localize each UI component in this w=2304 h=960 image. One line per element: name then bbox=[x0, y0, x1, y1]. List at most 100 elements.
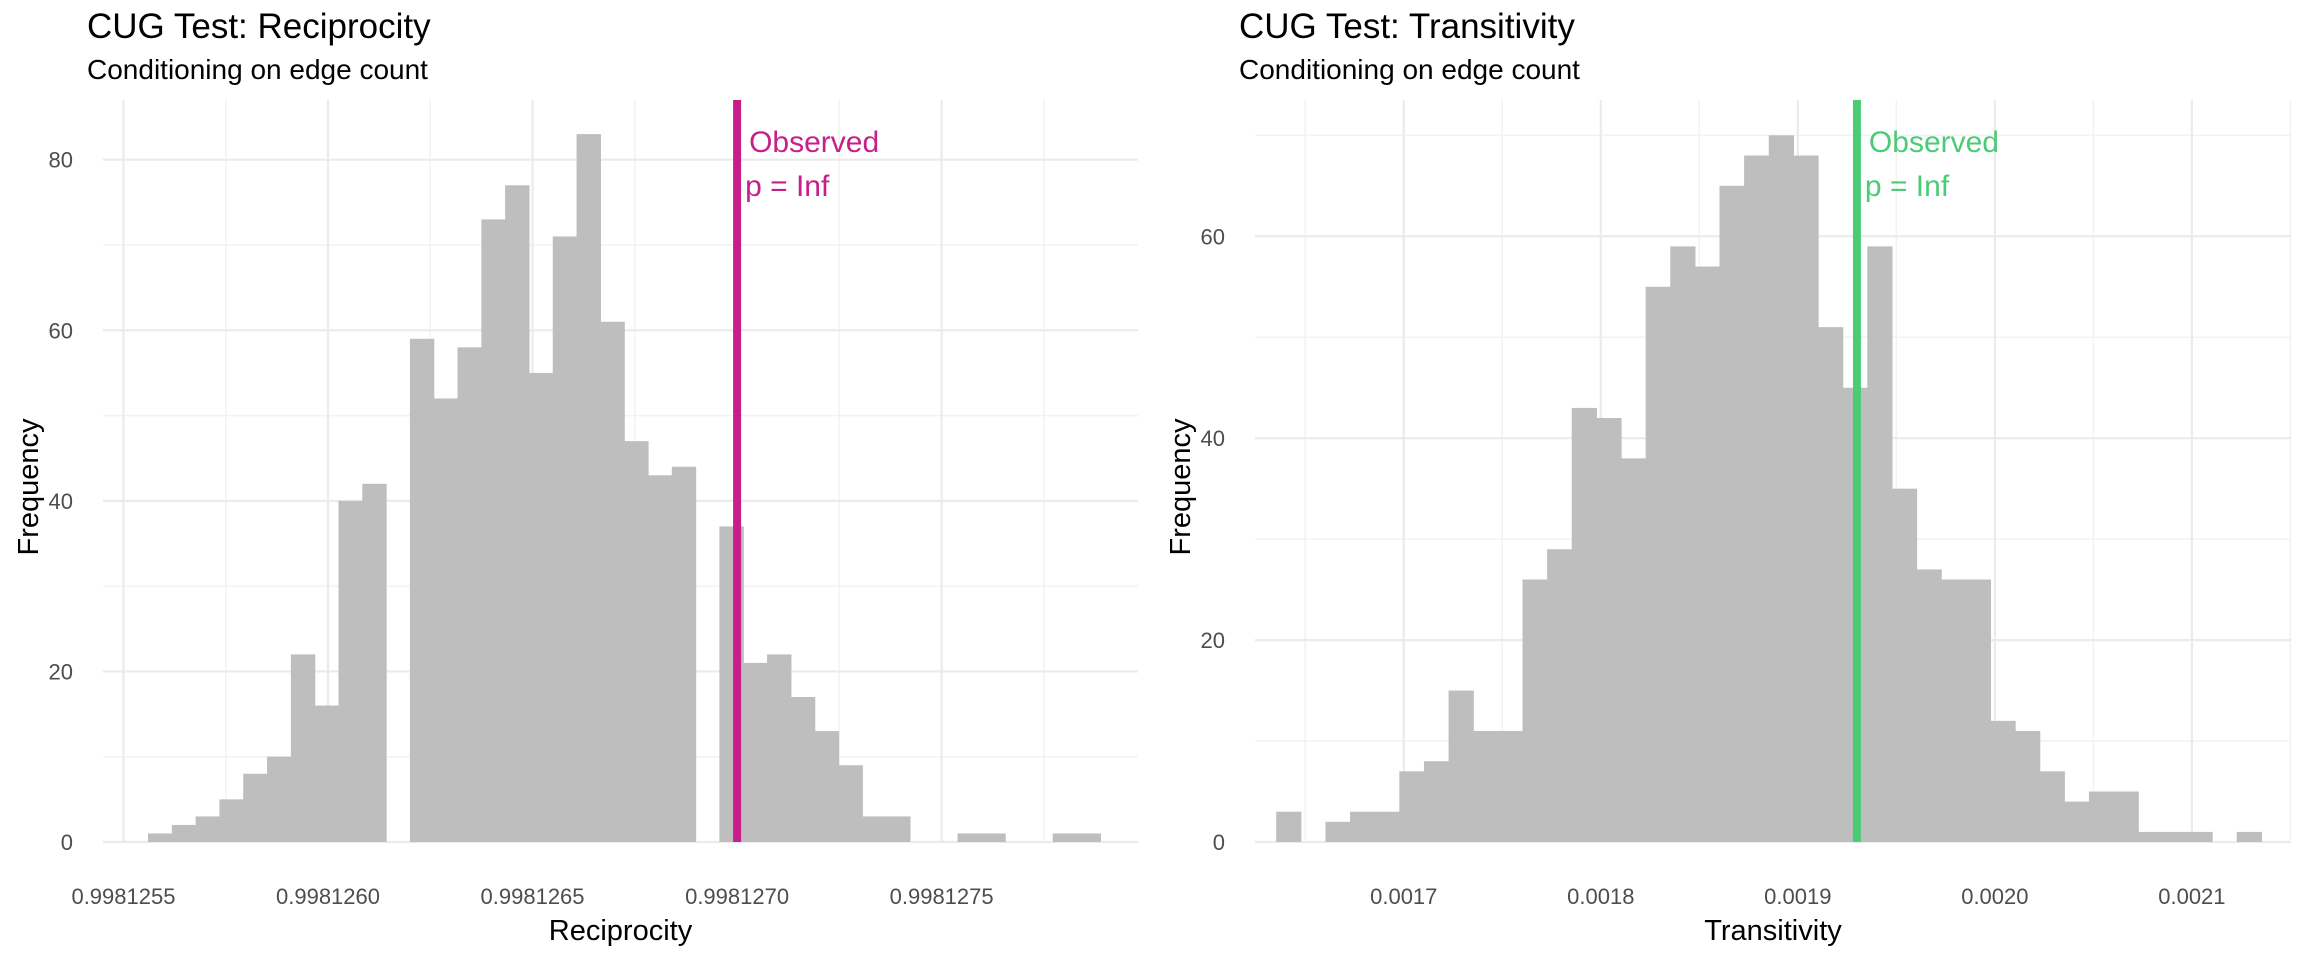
histogram-bar bbox=[457, 347, 482, 842]
histogram-bars bbox=[1276, 135, 2262, 843]
p-value-label: p = Inf bbox=[1865, 170, 1950, 203]
x-tick-label: 0.0017 bbox=[1370, 884, 1437, 909]
histogram-bar bbox=[314, 705, 340, 842]
histogram-bar bbox=[1941, 579, 1967, 842]
y-tick-label: 60 bbox=[49, 318, 73, 343]
panel-subtitle: Conditioning on edge count bbox=[87, 54, 428, 85]
histogram-bar bbox=[362, 483, 387, 842]
histogram-bar bbox=[2162, 831, 2189, 842]
histogram-bar bbox=[1965, 579, 1992, 842]
histogram-bar bbox=[1768, 135, 1794, 843]
histogram-bar bbox=[433, 398, 459, 842]
histogram-bar bbox=[1350, 811, 1376, 842]
histogram-bar bbox=[1076, 833, 1101, 842]
histogram-bar bbox=[1867, 246, 1893, 842]
x-tick-label: 0.9981270 bbox=[685, 884, 789, 909]
x-tick-label: 0.9981275 bbox=[890, 884, 994, 909]
histogram-bar bbox=[267, 756, 292, 842]
y-tick-label: 40 bbox=[1201, 426, 1225, 451]
x-axis-title: Reciprocity bbox=[549, 915, 693, 947]
histogram-bar bbox=[552, 236, 578, 842]
histogram-bar bbox=[290, 654, 316, 842]
panel-transitivity: CUG Test: Transitivity Conditioning on e… bbox=[1165, 7, 2292, 947]
histogram-bar bbox=[2039, 771, 2065, 842]
histogram-bar bbox=[1719, 185, 1745, 843]
panel-title: CUG Test: Transitivity bbox=[1239, 7, 1575, 46]
histogram-bar bbox=[1547, 549, 1573, 842]
histogram-bar bbox=[981, 833, 1006, 842]
x-tick-labels: 0.0017 0.0018 0.0019 0.0020 0.0021 bbox=[1370, 884, 2225, 909]
x-tick-label: 0.0021 bbox=[2158, 884, 2225, 909]
observed-label: Observed bbox=[1869, 126, 1999, 159]
histogram-bar bbox=[2187, 831, 2213, 842]
histogram-bar bbox=[1522, 579, 1548, 842]
histogram-bar bbox=[1052, 833, 1078, 842]
histogram-bar bbox=[838, 765, 863, 842]
histogram-bar bbox=[2113, 791, 2139, 842]
x-tick-label: 0.9981255 bbox=[71, 884, 175, 909]
y-tick-label: 20 bbox=[1201, 628, 1225, 653]
histogram-bar bbox=[1744, 155, 1770, 842]
y-tick-label: 40 bbox=[49, 489, 73, 514]
y-tick-label: 60 bbox=[1201, 224, 1225, 249]
histogram-bar bbox=[767, 654, 792, 842]
histogram-bar bbox=[1916, 569, 1942, 842]
y-tick-labels: 0 20 40 60 80 bbox=[49, 148, 73, 855]
observed-label: Observed bbox=[749, 126, 879, 159]
histogram-bar bbox=[481, 219, 506, 843]
x-tick-labels: 0.9981255 0.9981260 0.9981265 0.9981270 0.99… bbox=[71, 884, 993, 909]
histogram-bars bbox=[148, 134, 1101, 843]
y-axis-title: Frequency bbox=[1165, 418, 1197, 556]
histogram-bar bbox=[171, 824, 197, 842]
histogram-bar bbox=[219, 799, 244, 842]
histogram-bar bbox=[338, 500, 363, 842]
x-axis-title: Transitivity bbox=[1704, 915, 1842, 947]
histogram-bar bbox=[195, 816, 221, 842]
histogram-bar bbox=[1571, 407, 1597, 842]
histogram-bar bbox=[2138, 831, 2164, 842]
y-tick-label: 20 bbox=[49, 659, 73, 684]
histogram-bar bbox=[1620, 458, 1647, 842]
histogram-bar bbox=[2064, 801, 2090, 842]
histogram-bar bbox=[1448, 690, 1474, 842]
histogram-bar bbox=[600, 321, 625, 842]
histogram-bar bbox=[528, 372, 554, 842]
y-tick-labels: 0 20 40 60 bbox=[1201, 224, 1225, 855]
histogram-bar bbox=[1423, 761, 1450, 842]
histogram-bar bbox=[1793, 155, 1819, 842]
histogram-bar bbox=[2088, 791, 2115, 842]
histogram-bar bbox=[624, 441, 649, 842]
histogram-bar bbox=[1596, 418, 1622, 842]
histogram-bar bbox=[505, 185, 530, 842]
panel-reciprocity: CUG Test: Reciprocity Conditioning on ed… bbox=[13, 7, 1138, 947]
histogram-bar bbox=[886, 816, 911, 842]
x-tick-label: 0.0018 bbox=[1567, 884, 1634, 909]
histogram-bar bbox=[671, 466, 697, 842]
histogram-bar bbox=[1473, 730, 1499, 842]
panel-subtitle: Conditioning on edge count bbox=[1239, 54, 1580, 85]
histogram-bar bbox=[1276, 811, 1302, 842]
histogram-bar bbox=[409, 338, 435, 842]
histogram-bar bbox=[1645, 286, 1671, 842]
histogram-bar bbox=[1670, 246, 1696, 842]
histogram-bar bbox=[1497, 730, 1524, 842]
histogram-bar bbox=[2015, 730, 2041, 842]
y-tick-label: 80 bbox=[49, 148, 73, 173]
panel-title: CUG Test: Reciprocity bbox=[87, 7, 431, 46]
histogram-bar bbox=[243, 773, 268, 842]
x-tick-label: 0.0020 bbox=[1961, 884, 2028, 909]
histogram-bar bbox=[1990, 720, 2016, 842]
histogram-bar bbox=[1374, 811, 1400, 842]
histogram-bar bbox=[862, 816, 887, 842]
y-axis-title: Frequency bbox=[13, 418, 45, 556]
x-tick-label: 0.9981265 bbox=[481, 884, 585, 909]
histogram-bar bbox=[790, 697, 816, 842]
histogram-bar bbox=[1694, 266, 1721, 843]
histogram-bar bbox=[957, 833, 982, 842]
x-tick-label: 0.0019 bbox=[1764, 884, 1831, 909]
histogram-bar bbox=[743, 662, 768, 842]
p-value-label: p = Inf bbox=[745, 170, 830, 203]
x-tick-label: 0.9981260 bbox=[276, 884, 380, 909]
histogram-bar bbox=[148, 833, 173, 842]
